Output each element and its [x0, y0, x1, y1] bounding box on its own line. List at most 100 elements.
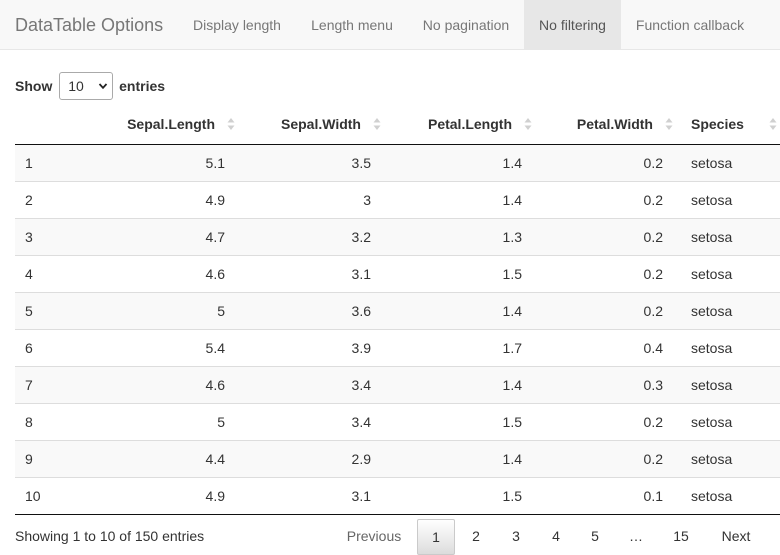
- cell-sepal-width: 3.2: [243, 217, 389, 255]
- cell-sepal-width: 3.1: [243, 476, 389, 515]
- column-header-label: Sepal.Length: [127, 116, 215, 133]
- column-header-sepal-length[interactable]: Sepal.Length: [79, 105, 243, 145]
- sort-both-icon: [769, 118, 777, 130]
- sort-both-icon: [227, 118, 235, 130]
- cell-species: setosa: [681, 180, 780, 218]
- column-header-petal-width[interactable]: Petal.Width: [540, 105, 681, 145]
- table-row[interactable]: 1 5.1 3.5 1.4 0.2 setosa: [15, 144, 780, 181]
- cell-petal-width: 0.2: [540, 254, 681, 292]
- cell-petal-length: 1.7: [389, 328, 540, 366]
- page-length-select[interactable]: 10: [59, 72, 114, 101]
- cell-sepal-width: 3.4: [243, 402, 389, 440]
- cell-row-name: 4: [15, 254, 79, 292]
- sort-both-icon: [665, 118, 673, 130]
- cell-petal-width: 0.2: [540, 180, 681, 218]
- cell-row-name: 8: [15, 402, 79, 440]
- cell-petal-length: 1.5: [389, 476, 540, 515]
- cell-sepal-width: 3.1: [243, 254, 389, 292]
- page-button-2[interactable]: 2: [472, 528, 480, 544]
- cell-petal-width: 0.2: [540, 439, 681, 477]
- page-button-1[interactable]: 1: [417, 519, 455, 555]
- tab-no-filtering[interactable]: No filtering: [524, 0, 621, 50]
- column-header-species[interactable]: Species: [681, 105, 780, 145]
- cell-petal-length: 1.4: [389, 439, 540, 477]
- navbar-brand[interactable]: DataTable Options: [15, 15, 164, 35]
- tab-length-menu[interactable]: Length menu: [311, 17, 393, 33]
- cell-species: setosa: [681, 254, 780, 292]
- page-length-value: 10: [68, 78, 84, 95]
- table-row[interactable]: 10 4.9 3.1 1.5 0.1 setosa: [15, 476, 780, 515]
- cell-row-name: 5: [15, 291, 79, 329]
- cell-petal-length: 1.5: [389, 254, 540, 292]
- length-suffix-label: entries: [119, 78, 166, 95]
- cell-petal-length: 1.5: [389, 402, 540, 440]
- cell-row-name: 2: [15, 180, 79, 218]
- cell-sepal-length: 5.1: [79, 144, 243, 181]
- table-row[interactable]: 8 5 3.4 1.5 0.2 setosa: [15, 402, 780, 440]
- cell-species: setosa: [681, 402, 780, 440]
- cell-row-name: 6: [15, 328, 79, 366]
- table-row[interactable]: 6 5.4 3.9 1.7 0.4 setosa: [15, 328, 780, 366]
- cell-row-name: 1: [15, 144, 79, 181]
- cell-sepal-length: 4.9: [79, 180, 243, 218]
- cell-sepal-width: 3.5: [243, 144, 389, 181]
- cell-species: setosa: [681, 291, 780, 329]
- cell-petal-width: 0.4: [540, 328, 681, 366]
- column-header-rownames[interactable]: [15, 105, 79, 145]
- table-row[interactable]: 3 4.7 3.2 1.3 0.2 setosa: [15, 217, 780, 255]
- cell-species: setosa: [681, 328, 780, 366]
- pagination-ellipsis: …: [629, 528, 643, 544]
- page-button-4[interactable]: 4: [552, 528, 560, 544]
- sort-both-icon: [524, 118, 532, 130]
- tab-display-length[interactable]: Display length: [193, 17, 281, 33]
- cell-row-name: 3: [15, 217, 79, 255]
- navbar: DataTable Options Display length Length …: [0, 0, 780, 50]
- column-header-petal-length[interactable]: Petal.Length: [389, 105, 540, 145]
- page-button-5[interactable]: 5: [591, 528, 599, 544]
- cell-petal-width: 0.3: [540, 365, 681, 403]
- cell-petal-length: 1.4: [389, 144, 540, 181]
- table-row[interactable]: 7 4.6 3.4 1.4 0.3 setosa: [15, 365, 780, 403]
- sort-both-icon: [373, 118, 381, 130]
- cell-species: setosa: [681, 439, 780, 477]
- cell-petal-length: 1.4: [389, 180, 540, 218]
- next-page-button[interactable]: Next: [721, 528, 751, 544]
- previous-page-button[interactable]: Previous: [346, 528, 402, 544]
- data-table: Sepal.Length Sepal.Width Petal.Length Pe…: [15, 105, 780, 515]
- table-row[interactable]: 4 4.6 3.1 1.5 0.2 setosa: [15, 254, 780, 292]
- length-prefix-label: Show: [15, 78, 53, 95]
- cell-sepal-width: 3: [243, 180, 389, 218]
- cell-sepal-length: 4.9: [79, 476, 243, 515]
- cell-petal-length: 1.4: [389, 291, 540, 329]
- table-row[interactable]: 5 5 3.6 1.4 0.2 setosa: [15, 291, 780, 329]
- cell-petal-width: 0.2: [540, 144, 681, 181]
- cell-sepal-width: 3.4: [243, 365, 389, 403]
- column-header-sepal-width[interactable]: Sepal.Width: [243, 105, 389, 145]
- tab-function-callback[interactable]: Function callback: [635, 17, 745, 33]
- chevron-down-icon: [99, 83, 108, 90]
- length-control: Show 10 entries: [15, 71, 166, 101]
- cell-sepal-width: 2.9: [243, 439, 389, 477]
- cell-sepal-width: 3.9: [243, 328, 389, 366]
- cell-petal-length: 1.3: [389, 217, 540, 255]
- table-info: Showing 1 to 10 of 150 entries: [15, 528, 205, 544]
- cell-sepal-length: 5.4: [79, 328, 243, 366]
- cell-row-name: 9: [15, 439, 79, 477]
- cell-species: setosa: [681, 217, 780, 255]
- page-button-15[interactable]: 15: [673, 528, 689, 544]
- cell-sepal-length: 4.6: [79, 365, 243, 403]
- page-button-3[interactable]: 3: [512, 528, 520, 544]
- cell-sepal-length: 4.7: [79, 217, 243, 255]
- tab-no-pagination[interactable]: No pagination: [422, 17, 510, 33]
- cell-sepal-length: 5: [79, 402, 243, 440]
- cell-petal-width: 0.1: [540, 476, 681, 515]
- cell-petal-width: 0.2: [540, 402, 681, 440]
- cell-species: setosa: [681, 476, 780, 515]
- cell-petal-width: 0.2: [540, 291, 681, 329]
- table-row[interactable]: 2 4.9 3 1.4 0.2 setosa: [15, 180, 780, 218]
- column-header-label: Petal.Length: [427, 116, 512, 133]
- cell-sepal-length: 5: [79, 291, 243, 329]
- table-row[interactable]: 9 4.4 2.9 1.4 0.2 setosa: [15, 439, 780, 477]
- column-header-label: Sepal.Width: [281, 116, 361, 133]
- table-header-row: Sepal.Length Sepal.Width Petal.Length Pe…: [15, 105, 780, 145]
